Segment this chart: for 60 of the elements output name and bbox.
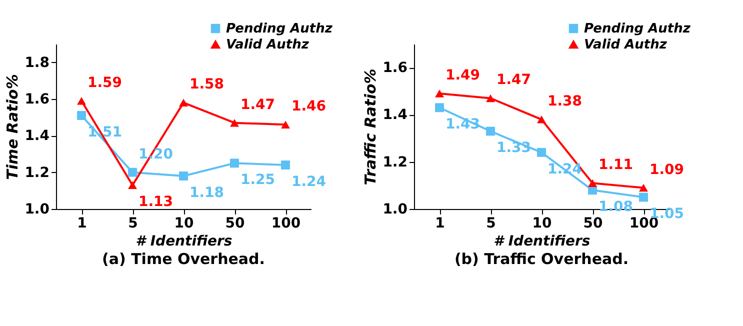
legend-label: Pending Authz bbox=[226, 22, 333, 36]
point bbox=[230, 118, 239, 127]
data-label: 1.38 bbox=[548, 93, 582, 110]
x-tick-label: 1 bbox=[77, 216, 87, 232]
data-label: 1.09 bbox=[650, 162, 684, 178]
y-tick-label: 1.2 bbox=[24, 164, 50, 181]
data-label: 1.59 bbox=[88, 74, 122, 91]
point bbox=[639, 184, 648, 192]
data-label: 1.47 bbox=[496, 72, 532, 88]
data-label: 1.24 bbox=[292, 174, 326, 190]
text: (a) Time Overhead. bbox=[102, 250, 265, 268]
x-tick-label: 1 bbox=[435, 216, 445, 232]
legend-label: Pending Authz bbox=[584, 22, 691, 36]
y-tick-label: 1.6 bbox=[24, 92, 50, 108]
point bbox=[486, 94, 495, 102]
x-tick-label: 50 bbox=[583, 216, 603, 232]
x-axis-title: # Identifiers bbox=[136, 234, 232, 250]
point bbox=[77, 111, 86, 120]
legend-label: Valid Authz bbox=[226, 38, 310, 52]
point bbox=[435, 103, 444, 112]
legend-label: Valid Authz bbox=[584, 38, 668, 52]
x-tick-label: 10 bbox=[174, 216, 194, 232]
y-axis-title: Time Ratio% bbox=[4, 74, 22, 180]
data-label: 1.49 bbox=[446, 68, 480, 84]
y-tick-label: 1.0 bbox=[382, 202, 408, 218]
point bbox=[486, 126, 495, 136]
data-label: 1.13 bbox=[138, 194, 174, 210]
point bbox=[435, 90, 444, 98]
data-label: 1.47 bbox=[240, 96, 276, 113]
point bbox=[537, 116, 546, 124]
point bbox=[281, 120, 290, 129]
y-tick-label: 1.4 bbox=[24, 128, 50, 144]
y-tick-label: 1.8 bbox=[24, 54, 50, 71]
data-label: 1.58 bbox=[190, 76, 224, 93]
point bbox=[179, 172, 188, 180]
data-label: 1.18 bbox=[190, 185, 224, 201]
point bbox=[281, 160, 290, 170]
point bbox=[179, 98, 188, 107]
point bbox=[128, 181, 137, 190]
y-tick-label: 1.2 bbox=[382, 154, 408, 170]
point bbox=[230, 158, 239, 168]
point bbox=[77, 96, 86, 105]
x-axis-title: # Identifiers bbox=[494, 234, 590, 250]
x-tick-label: 50 bbox=[225, 216, 245, 232]
data-label: 1.11 bbox=[598, 157, 634, 174]
y-axis-title: Traffic Ratio% bbox=[362, 68, 380, 186]
text: (b) Traffic Overhead. bbox=[454, 250, 629, 268]
point bbox=[128, 168, 137, 177]
x-tick-label: 5 bbox=[128, 216, 138, 232]
data-label: 1.25 bbox=[240, 172, 276, 188]
point bbox=[588, 179, 597, 187]
point bbox=[537, 148, 546, 157]
data-label: 1.46 bbox=[292, 98, 326, 115]
x-tick-label: 100 bbox=[271, 216, 301, 232]
point bbox=[639, 192, 648, 202]
y-tick-label: 1.4 bbox=[382, 107, 408, 124]
y-tick-label: 1.0 bbox=[24, 202, 50, 218]
x-tick-label: 5 bbox=[486, 216, 496, 232]
y-tick-label: 1.6 bbox=[382, 60, 408, 76]
x-tick-label: 10 bbox=[532, 216, 552, 232]
